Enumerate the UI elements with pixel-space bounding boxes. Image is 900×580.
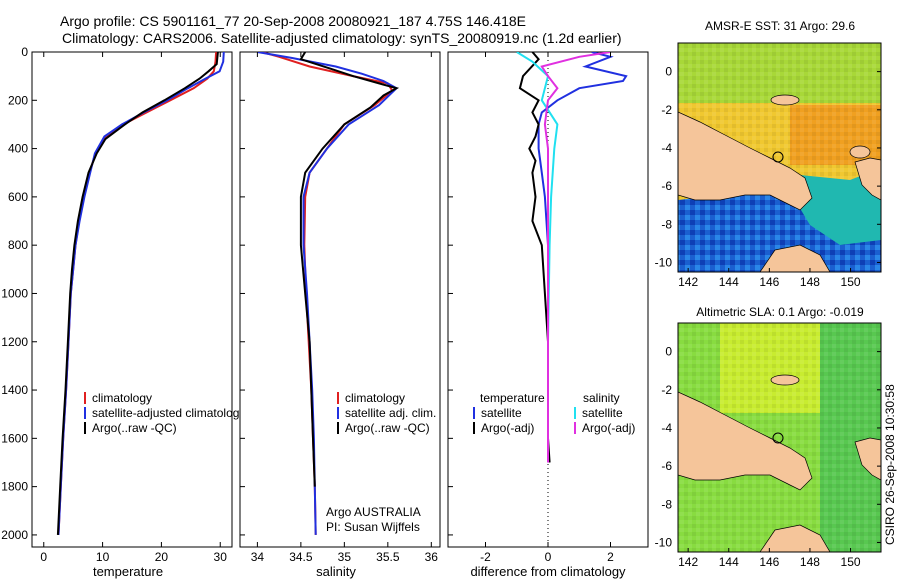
salinity-panel: 34 34.5 35 35.5 36 salinity climatology sate… — [239, 51, 441, 579]
y-tick-label: 1400 — [1, 383, 28, 397]
sla-map-panel: Altimetric SLA: 0.1 Argo: -0.019 142 144 1… — [655, 305, 882, 569]
x-tick-label: 35.5 — [376, 550, 400, 564]
legend-label-climatology: climatology — [92, 391, 152, 405]
y-tick-label: 2000 — [1, 528, 28, 542]
sst-island — [849, 145, 871, 159]
legend-label-sal-argo: Argo(-adj) — [582, 421, 635, 435]
figure-title-line2: Climatology: CARS2006. Satellite-adjuste… — [62, 30, 622, 46]
y-tick-label: 200 — [8, 93, 28, 107]
y-tick-label: 1000 — [1, 286, 28, 300]
y-tick-label: 800 — [8, 238, 28, 252]
series-line-argo-raw-qc- — [56, 52, 219, 535]
salinity-axes-frame — [239, 51, 441, 548]
x-tick-label: 30 — [214, 550, 228, 564]
map-x-tick-label: 142 — [678, 555, 698, 569]
legend-label-satellite: satellite adj. clim. — [345, 406, 436, 420]
map-x-tick-label: 150 — [841, 275, 861, 289]
map-x-tick-label: 142 — [678, 275, 698, 289]
map-y-tick-label: -2 — [661, 103, 672, 117]
y-tick-label: 1600 — [1, 431, 28, 445]
argo-location-marker — [772, 432, 784, 444]
temperature-xlabel: temperature — [93, 564, 163, 579]
map-x-tick-label: 144 — [719, 275, 739, 289]
map-y-tick-label: -10 — [655, 535, 673, 549]
series-line-salinity-argo-adj- — [540, 52, 611, 463]
argo-australia-label: Argo AUSTRALIA — [326, 505, 421, 519]
sst-map-panel: AMSR-E SST: 31 Argo: 29.6 142 144 146 148 15… — [655, 19, 882, 289]
x-tick-label: 20 — [155, 550, 169, 564]
sla-island — [770, 374, 800, 386]
map-x-tick-label: 144 — [719, 555, 739, 569]
sst-land — [678, 111, 813, 211]
x-tick-label: -2 — [480, 550, 491, 564]
map-y-tick-label: -10 — [655, 255, 673, 269]
y-tick-label: 600 — [8, 190, 28, 204]
series-line-argo-raw-qc- — [299, 52, 400, 487]
map-y-tick-label: -6 — [661, 179, 672, 193]
sst-map-frame — [677, 42, 882, 273]
legend-label-climatology: climatology — [345, 391, 405, 405]
legend-label-temp-satellite: satellite — [481, 406, 522, 420]
legend-header-salinity: salinity — [583, 391, 620, 405]
x-tick-label: 0 — [40, 550, 47, 564]
y-tick-label: 0 — [21, 45, 28, 59]
sla-land-south — [759, 524, 831, 552]
map-y-tick-label: -4 — [661, 421, 672, 435]
map-x-tick-label: 150 — [841, 555, 861, 569]
map-y-tick-label: -8 — [661, 497, 672, 511]
map-x-tick-label: 148 — [800, 555, 820, 569]
map-y-tick-label: -2 — [661, 383, 672, 397]
x-tick-label: 2 — [607, 550, 614, 564]
map-x-tick-label: 146 — [759, 555, 779, 569]
sst-island — [770, 94, 800, 106]
sst-land-east — [854, 157, 881, 201]
difference-panel: -2 0 2 difference from climatology tempera… — [447, 51, 649, 579]
y-tick-label: 1800 — [1, 480, 28, 494]
difference-legend: temperature salinity satellite Argo(-adj… — [473, 391, 635, 435]
legend-label-satellite: satellite-adjusted climatology — [92, 406, 245, 420]
sst-teal-water — [795, 168, 881, 245]
legend-label-argo: Argo(..raw -QC) — [345, 421, 430, 435]
sst-map-title: AMSR-E SST: 31 Argo: 29.6 — [705, 19, 855, 33]
salinity-legend: climatology satellite adj. clim. Argo(..… — [337, 391, 436, 435]
sla-land-east — [854, 437, 881, 481]
y-tick-label: 1200 — [1, 335, 28, 349]
map-y-tick-label: 0 — [665, 345, 672, 359]
map-y-tick-label: 0 — [665, 65, 672, 79]
temperature-legend: climatology satellite-adjusted climatolo… — [84, 391, 245, 435]
temperature-axes-frame — [31, 51, 233, 548]
difference-xlabel: difference from climatology — [470, 564, 626, 579]
map-x-tick-label: 146 — [759, 275, 779, 289]
x-tick-label: 36 — [425, 550, 439, 564]
x-tick-label: 10 — [96, 550, 110, 564]
x-tick-label: 34 — [251, 550, 265, 564]
map-y-tick-label: -4 — [661, 141, 672, 155]
figure-title-line1: Argo profile: CS 5901161_77 20-Sep-2008 … — [60, 13, 526, 29]
legend-label-argo: Argo(..raw -QC) — [92, 421, 177, 435]
legend-label-sal-satellite: satellite — [582, 406, 623, 420]
sla-land — [678, 391, 813, 491]
csiro-timestamp: CSIRO 26-Sep-2008 10:30:58 — [883, 384, 897, 545]
sla-map-title: Altimetric SLA: 0.1 Argo: -0.019 — [696, 305, 864, 319]
pi-label: PI: Susan Wijffels — [326, 520, 420, 534]
y-tick-label: 400 — [8, 142, 28, 156]
x-tick-label: 0 — [545, 550, 552, 564]
map-y-tick-label: -8 — [661, 217, 672, 231]
map-y-tick-label: -6 — [661, 459, 672, 473]
x-tick-label: 34.5 — [289, 550, 313, 564]
sla-map-frame — [677, 322, 882, 553]
map-x-tick-label: 148 — [800, 275, 820, 289]
salinity-xlabel: salinity — [316, 564, 356, 579]
legend-header-temperature: temperature — [480, 391, 545, 405]
x-tick-label: 35 — [338, 550, 352, 564]
sst-land-south — [759, 244, 831, 272]
temperature-panel: 0 10 20 30 0 200 400 600 800 1000 1200 1400 1600 180… — [1, 45, 245, 579]
legend-label-temp-argo: Argo(-adj) — [481, 421, 534, 435]
argo-location-marker — [772, 151, 784, 163]
